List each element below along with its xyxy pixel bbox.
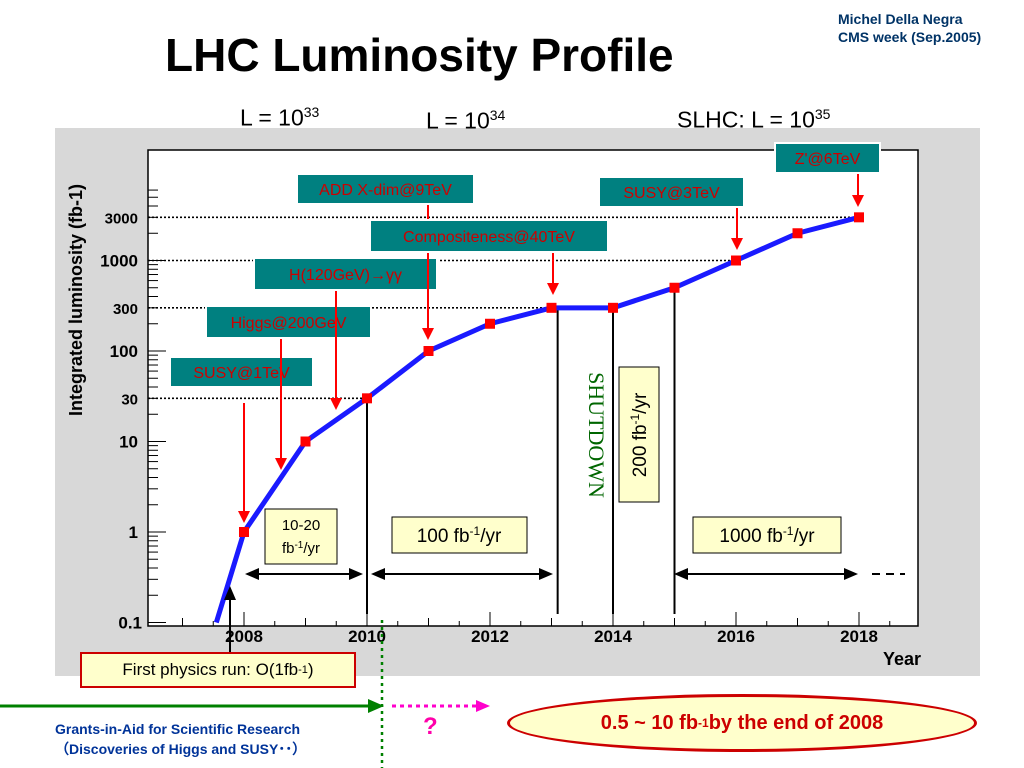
annotation-box	[205, 305, 372, 339]
annotation-label: SUSY@3TeV	[623, 185, 720, 202]
annotation-box	[296, 173, 475, 205]
rate-box-2015	[692, 516, 842, 554]
x-tick-label: 2012	[471, 627, 509, 646]
rate-label-2014: 200 fb-1/yr	[628, 392, 651, 477]
target-oval: 0.5 ~ 10 fb -1 by the end of 2008	[507, 694, 977, 752]
data-point	[546, 302, 557, 313]
annotation-arrow-head	[422, 328, 434, 340]
y-tick-label: 1	[129, 523, 138, 542]
y-tick-label: 1000	[100, 252, 138, 271]
rate-label-2008-line1: 10-20	[282, 517, 320, 534]
grants-line1: Grants-in-Aid for Scientific Research	[55, 721, 301, 737]
future-arrow-head	[476, 700, 490, 712]
y-tick-label: 100	[110, 342, 138, 361]
y-tick-label: 3000	[105, 210, 138, 227]
y-tick-label: 10	[119, 433, 138, 452]
period-arrow-2015-2018-head-right	[844, 568, 858, 580]
y-axis-title: Integrated luminosity (fb-1)	[66, 184, 86, 416]
rate-box-2014	[618, 366, 660, 503]
author-credit: Michel Della Negra CMS week (Sep.2005)	[838, 10, 981, 46]
annotation-label: H(120GeV)→γγ	[289, 267, 402, 284]
grants-arrow-head	[368, 699, 384, 713]
x-tick-label: 2014	[594, 627, 632, 646]
x-axis-title: Year	[883, 649, 921, 669]
luminosity-label-slhc: SLHC: L = 1035	[677, 106, 831, 133]
data-point	[485, 318, 495, 329]
data-point	[239, 527, 249, 537]
credit-event: CMS week (Sep.2005)	[838, 29, 982, 45]
rate-label-2010: 100 fb-1/yr	[417, 524, 502, 547]
annotation-box	[598, 176, 745, 208]
data-point	[300, 436, 311, 447]
data-point	[854, 212, 864, 223]
x-tick-label: 2016	[717, 627, 755, 646]
x-tick-label: 2018	[840, 627, 878, 646]
annotation-box	[369, 219, 609, 253]
grants-note: Grants-in-Aid for Scientific Research （D…	[55, 719, 306, 759]
first-physics-run-box: First physics run: O(1fb -1)	[80, 652, 356, 688]
annotation-label: SUSY@1TeV	[193, 365, 290, 382]
annotation-arrow-head	[852, 195, 864, 207]
annotation-arrow-head	[731, 238, 743, 250]
rate-label-2015: 1000 fb-1/yr	[719, 524, 815, 547]
annotation-label: Higgs@200GeV	[231, 315, 347, 332]
period-arrow-2008-2010-head-right	[349, 568, 363, 580]
annotation-label: ADD X-dim@9TeV	[319, 182, 452, 199]
luminosity-curve	[213, 214, 860, 624]
annotation-box	[169, 356, 314, 388]
period-arrow-2015-2018-head-left	[674, 568, 688, 580]
rate-box-2008	[264, 508, 338, 565]
page-title: LHC Luminosity Profile	[165, 29, 674, 81]
question-mark: ?	[423, 713, 438, 740]
first-run-pointer-head	[224, 586, 236, 600]
annotation-arrow-head	[547, 283, 559, 295]
period-arrow-2010-2013-head-right	[539, 568, 553, 580]
data-point	[608, 302, 618, 313]
luminosity-label-1e33: L = 1033	[240, 104, 320, 131]
data-point	[362, 393, 372, 404]
data-point	[423, 346, 434, 356]
y-tick-label: 300	[113, 301, 138, 318]
shutdown-label: SHUTDOWN	[584, 372, 609, 498]
annotation-box	[774, 142, 881, 174]
rate-box-2010	[391, 516, 528, 554]
period-arrow-2010-2013-head-left	[371, 568, 385, 580]
y-tick-label: 0.1	[118, 614, 142, 633]
y-tick-label: 30	[121, 391, 138, 408]
annotation-arrow-head	[275, 458, 287, 470]
period-arrow-2008-2010-head-left	[245, 568, 259, 580]
annotation-arrow-head	[330, 398, 342, 410]
x-tick-label: 2010	[348, 627, 386, 646]
data-point	[731, 255, 741, 266]
annotation-label: Z'@6TeV	[795, 151, 861, 168]
luminosity-label-1e34: L = 1034	[426, 107, 506, 134]
annotation-arrow-head	[238, 511, 250, 523]
data-point	[669, 282, 680, 293]
x-tick-label: 2008	[225, 627, 263, 646]
annotation-label: Compositeness@40TeV	[403, 229, 575, 246]
grants-line2: （Discoveries of Higgs and SUSY･･）	[55, 741, 307, 757]
credit-author: Michel Della Negra	[838, 11, 963, 27]
data-point	[792, 228, 803, 239]
rate-label-2008-line2: fb-1/yr	[282, 540, 320, 558]
annotation-box	[253, 257, 438, 291]
